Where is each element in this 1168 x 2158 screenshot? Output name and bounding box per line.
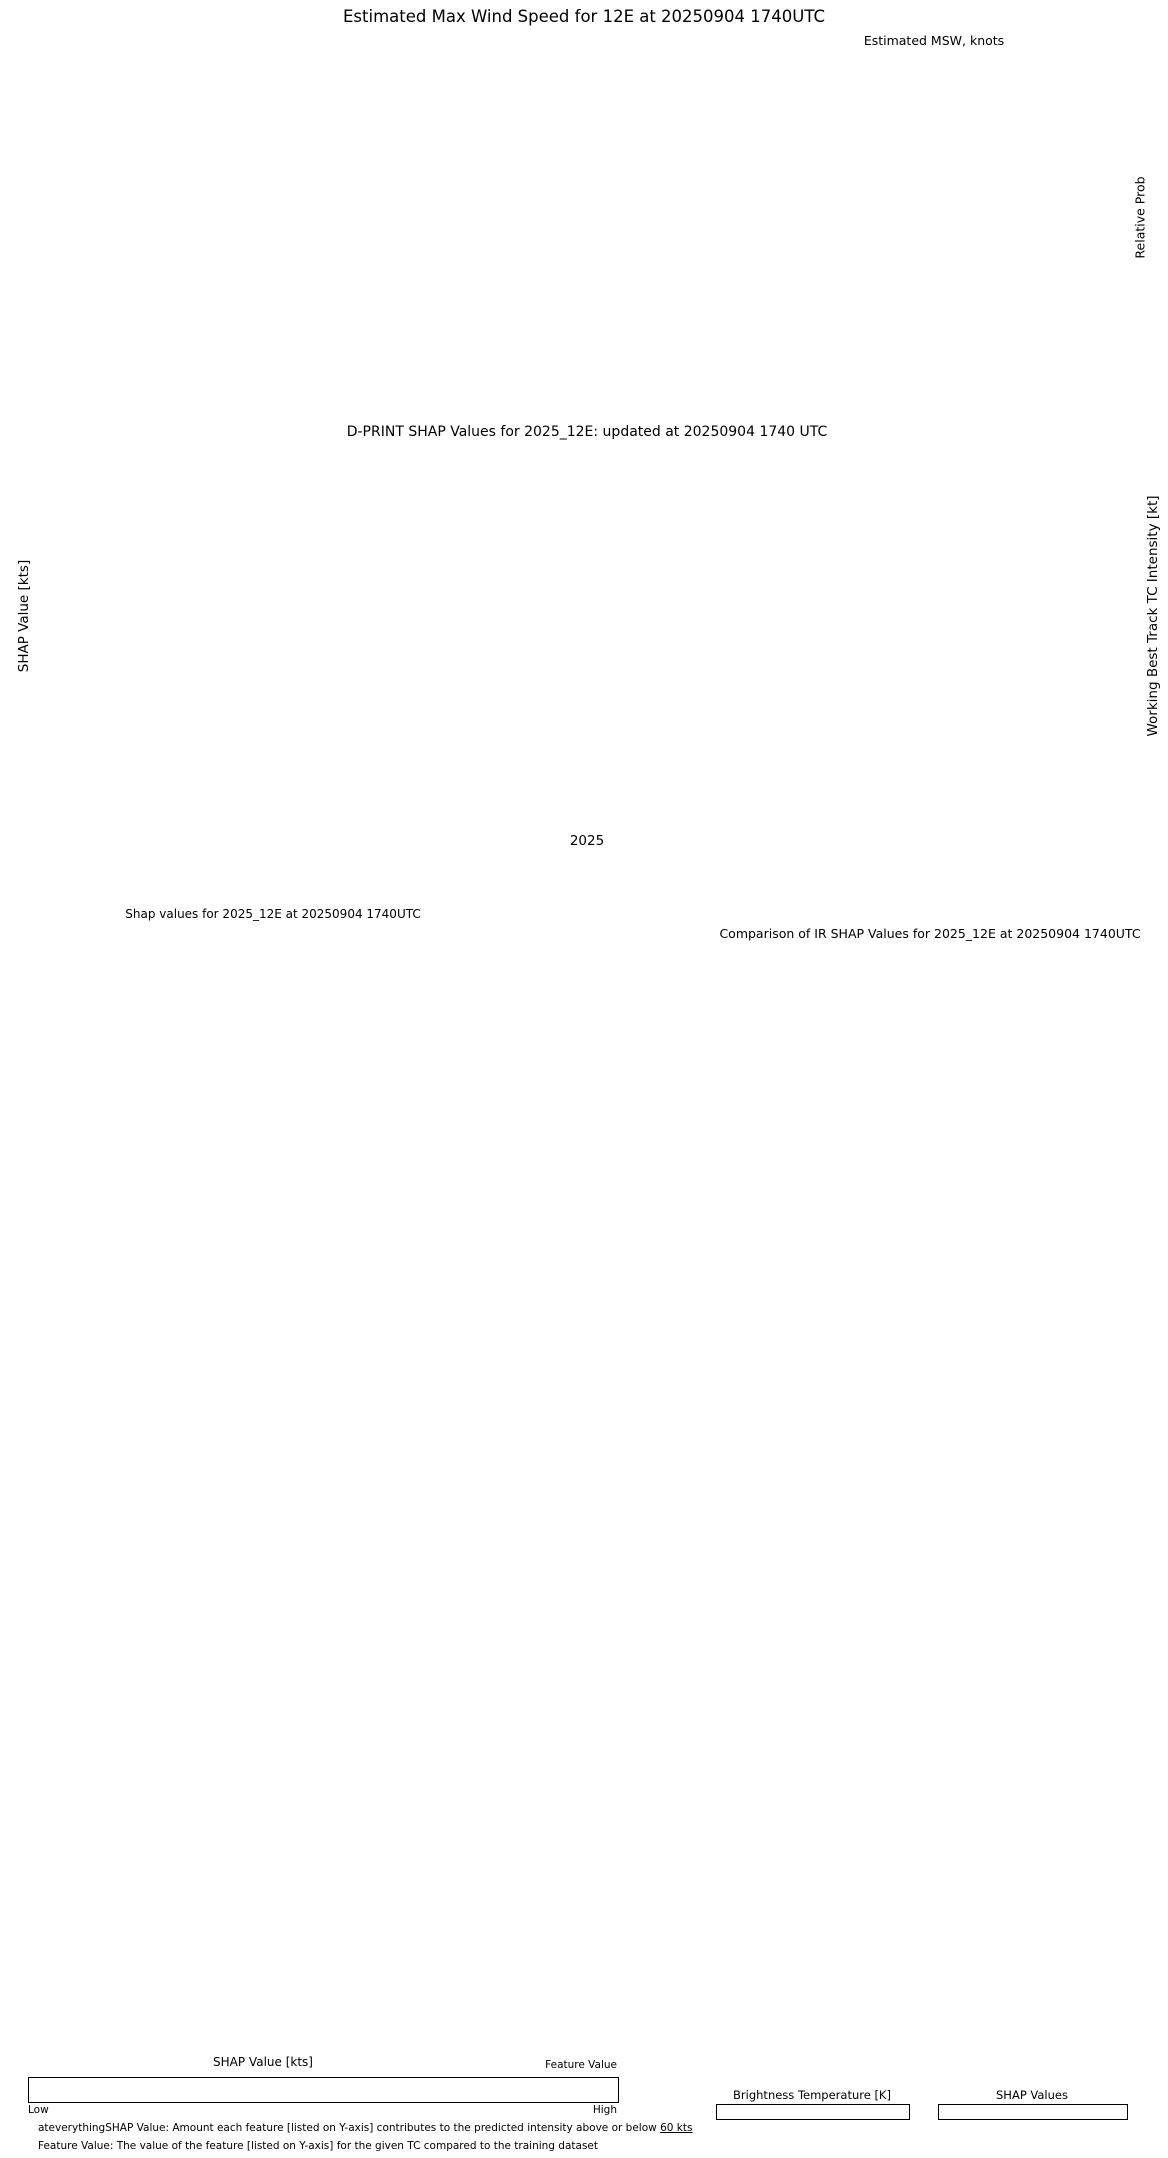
msw-histogram: [690, 26, 1168, 426]
timeseries-ylabel-left: SHAP Value [kts]: [16, 559, 32, 673]
colorbar-low-label: Low: [28, 2104, 49, 2116]
dotplot-xlabel: SHAP Value [kts]: [213, 2055, 313, 2069]
comparison-title: Comparison of IR SHAP Values for 2025_12…: [719, 926, 1141, 941]
feature-value-colorbar: [28, 2077, 619, 2103]
bt-colorbar-title: Brightness Temperature [K]: [733, 2088, 891, 2102]
colorbar-high-label: High: [592, 2104, 617, 2116]
feature-value-label: Feature Value: [545, 2059, 617, 2071]
dotplot-title: Shap values for 2025_12E at 20250904 174…: [125, 907, 421, 921]
timeseries-xlabel: 2025: [569, 833, 605, 849]
shap-colorbar-title: SHAP Values: [996, 2088, 1068, 2102]
bt-colorbar: [716, 2104, 910, 2120]
footnote-feature-value: Feature Value: The value of the feature …: [38, 2140, 599, 2152]
timeseries-title: D-PRINT SHAP Values for 2025_12E: update…: [346, 424, 828, 440]
footnote-shap-value: ateverythingSHAP Value: Amount each feat…: [38, 2122, 693, 2134]
timeseries-ylabel-right: Working Best Track TC Intensity [kt]: [1145, 495, 1161, 737]
shap-dotplot: [0, 900, 660, 2070]
page-title: Estimated Max Wind Speed for 12E at 2025…: [343, 7, 825, 26]
shap-colorbar: [938, 2104, 1128, 2120]
histogram-ylabel: Relative Prob: [1132, 176, 1148, 259]
histogram-title: Estimated MSW, knots: [863, 33, 1005, 48]
